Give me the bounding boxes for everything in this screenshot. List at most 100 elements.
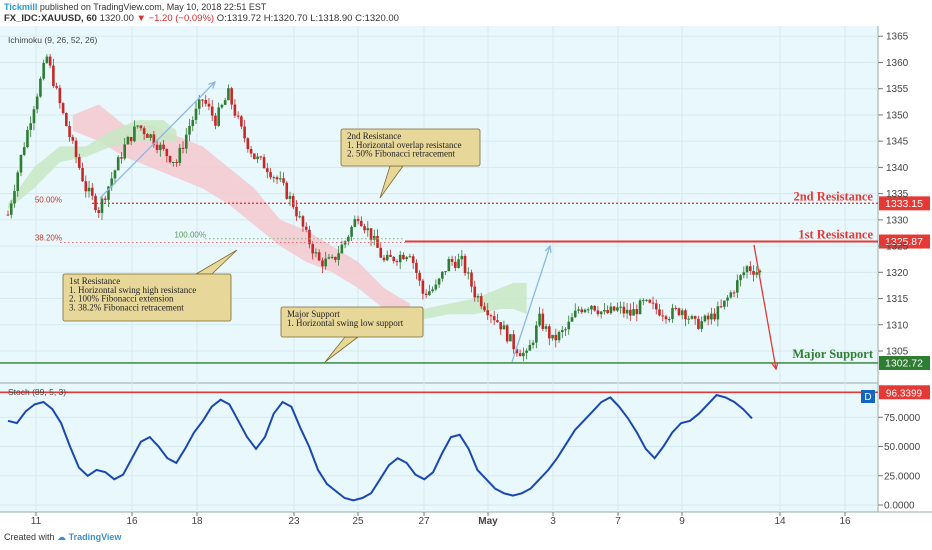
candle-body — [317, 252, 321, 261]
candle-body — [606, 310, 609, 313]
candle-body — [194, 108, 198, 120]
candle-body — [337, 253, 340, 260]
candle-body — [129, 137, 133, 142]
candle-body — [408, 256, 412, 258]
candle-body — [466, 272, 470, 274]
candle-body — [301, 216, 305, 227]
candle-body — [340, 244, 344, 254]
level-price-label-2: 1302.72 — [885, 357, 923, 369]
level-price-tag-0 — [879, 196, 930, 211]
candle-body — [512, 334, 515, 350]
candles — [6, 54, 762, 362]
candle-body — [133, 126, 136, 142]
candle-body — [590, 305, 593, 310]
cloud-bullish-early — [8, 120, 177, 210]
candle-body — [139, 125, 143, 129]
candle-body — [687, 318, 690, 320]
candle-body — [113, 170, 117, 179]
candle-body — [78, 156, 81, 169]
callout-line: 2. 100% Fibonacci extension — [69, 294, 174, 304]
time-axis[interactable]: 11 16 18 23 25 27 May 3 7 9 14 16 — [31, 512, 851, 527]
candle-body — [635, 309, 639, 315]
level-price-tag-1 — [879, 234, 930, 249]
candle-body — [162, 144, 165, 149]
candle-body — [580, 309, 584, 313]
candle-body — [674, 307, 678, 309]
tradingview-logo-text[interactable]: TradingView — [68, 532, 122, 542]
candle-body — [282, 178, 285, 183]
levels: 2nd Resistance 1333.15 1st Resistance 1325.… — [0, 189, 930, 370]
candle-body — [599, 311, 603, 315]
callout-line: 2. 50% Fibonacci retracement — [347, 149, 455, 159]
candle-body — [684, 310, 687, 320]
callout-body — [62, 273, 232, 322]
candle-body — [123, 144, 126, 159]
candle-body — [175, 161, 178, 163]
last-price: 1320.00 — [99, 13, 134, 24]
candle-body — [671, 307, 674, 320]
candle-body — [298, 216, 302, 218]
candle-body — [528, 344, 532, 351]
price-axis[interactable]: 1305 1310 1315 1320 1325 1330 1335 1340 1345 1350… — [878, 32, 909, 358]
candle-body — [603, 310, 606, 312]
candle-body — [146, 134, 149, 138]
candle-body — [492, 316, 496, 321]
candle-body — [415, 262, 418, 273]
price-tick-label: 1330 — [886, 215, 909, 226]
callout-line: Major Support — [287, 309, 340, 319]
fib-label: 50.00% — [35, 195, 62, 204]
callout-line: 2nd Resistance — [347, 131, 401, 141]
symbol-name[interactable]: FX_IDC:XAUUSD, 60 — [4, 13, 97, 24]
candle-body — [184, 134, 188, 149]
candle-body — [434, 284, 438, 290]
candle-body — [240, 116, 243, 127]
brand-name[interactable]: Tickmill — [4, 2, 38, 12]
candle-body — [661, 315, 665, 317]
candle-body — [6, 214, 10, 216]
candle-body — [593, 305, 596, 311]
candle-body — [304, 226, 308, 230]
candle-body — [444, 271, 447, 273]
price-tick-label: 1355 — [886, 84, 909, 95]
candle-body — [308, 229, 311, 245]
candle-body — [703, 315, 707, 322]
candle-body — [716, 306, 720, 320]
time-tick-label: May — [478, 516, 498, 527]
candle-body — [619, 306, 622, 308]
candle-body — [697, 318, 700, 329]
candle-body — [616, 307, 619, 311]
candle-body — [376, 235, 379, 248]
candle-body — [424, 293, 428, 296]
level-name-0: 2nd Resistance — [793, 189, 873, 203]
candle-body — [227, 88, 230, 101]
candle-body — [87, 187, 91, 192]
candle-body — [632, 309, 635, 316]
candle-body — [752, 271, 755, 275]
candle-body — [573, 310, 577, 318]
candle-body — [295, 206, 298, 217]
candle-body — [81, 168, 84, 182]
candle-body — [483, 306, 486, 311]
candle-body — [207, 103, 211, 107]
price-tick-label: 1315 — [886, 294, 909, 305]
candle-body — [548, 326, 551, 339]
candle-body — [100, 198, 104, 213]
candle-body — [278, 178, 282, 180]
price-tick-label: 1360 — [886, 58, 909, 69]
candle-body — [723, 300, 726, 307]
candle-body — [583, 309, 587, 313]
candle-body — [71, 137, 75, 141]
candle-body — [197, 99, 201, 109]
candle-body — [551, 334, 554, 339]
candle-body — [155, 144, 159, 150]
candle-body — [19, 154, 23, 173]
candle-body — [159, 144, 162, 150]
candle-body — [654, 303, 658, 310]
candle-body — [564, 329, 567, 331]
candle-body — [324, 258, 327, 267]
candle-body — [476, 296, 480, 298]
arrow-rebound-projection-head — [544, 244, 552, 254]
ichimoku-label[interactable]: Ichimoku (9, 26, 52, 26) — [8, 35, 98, 45]
